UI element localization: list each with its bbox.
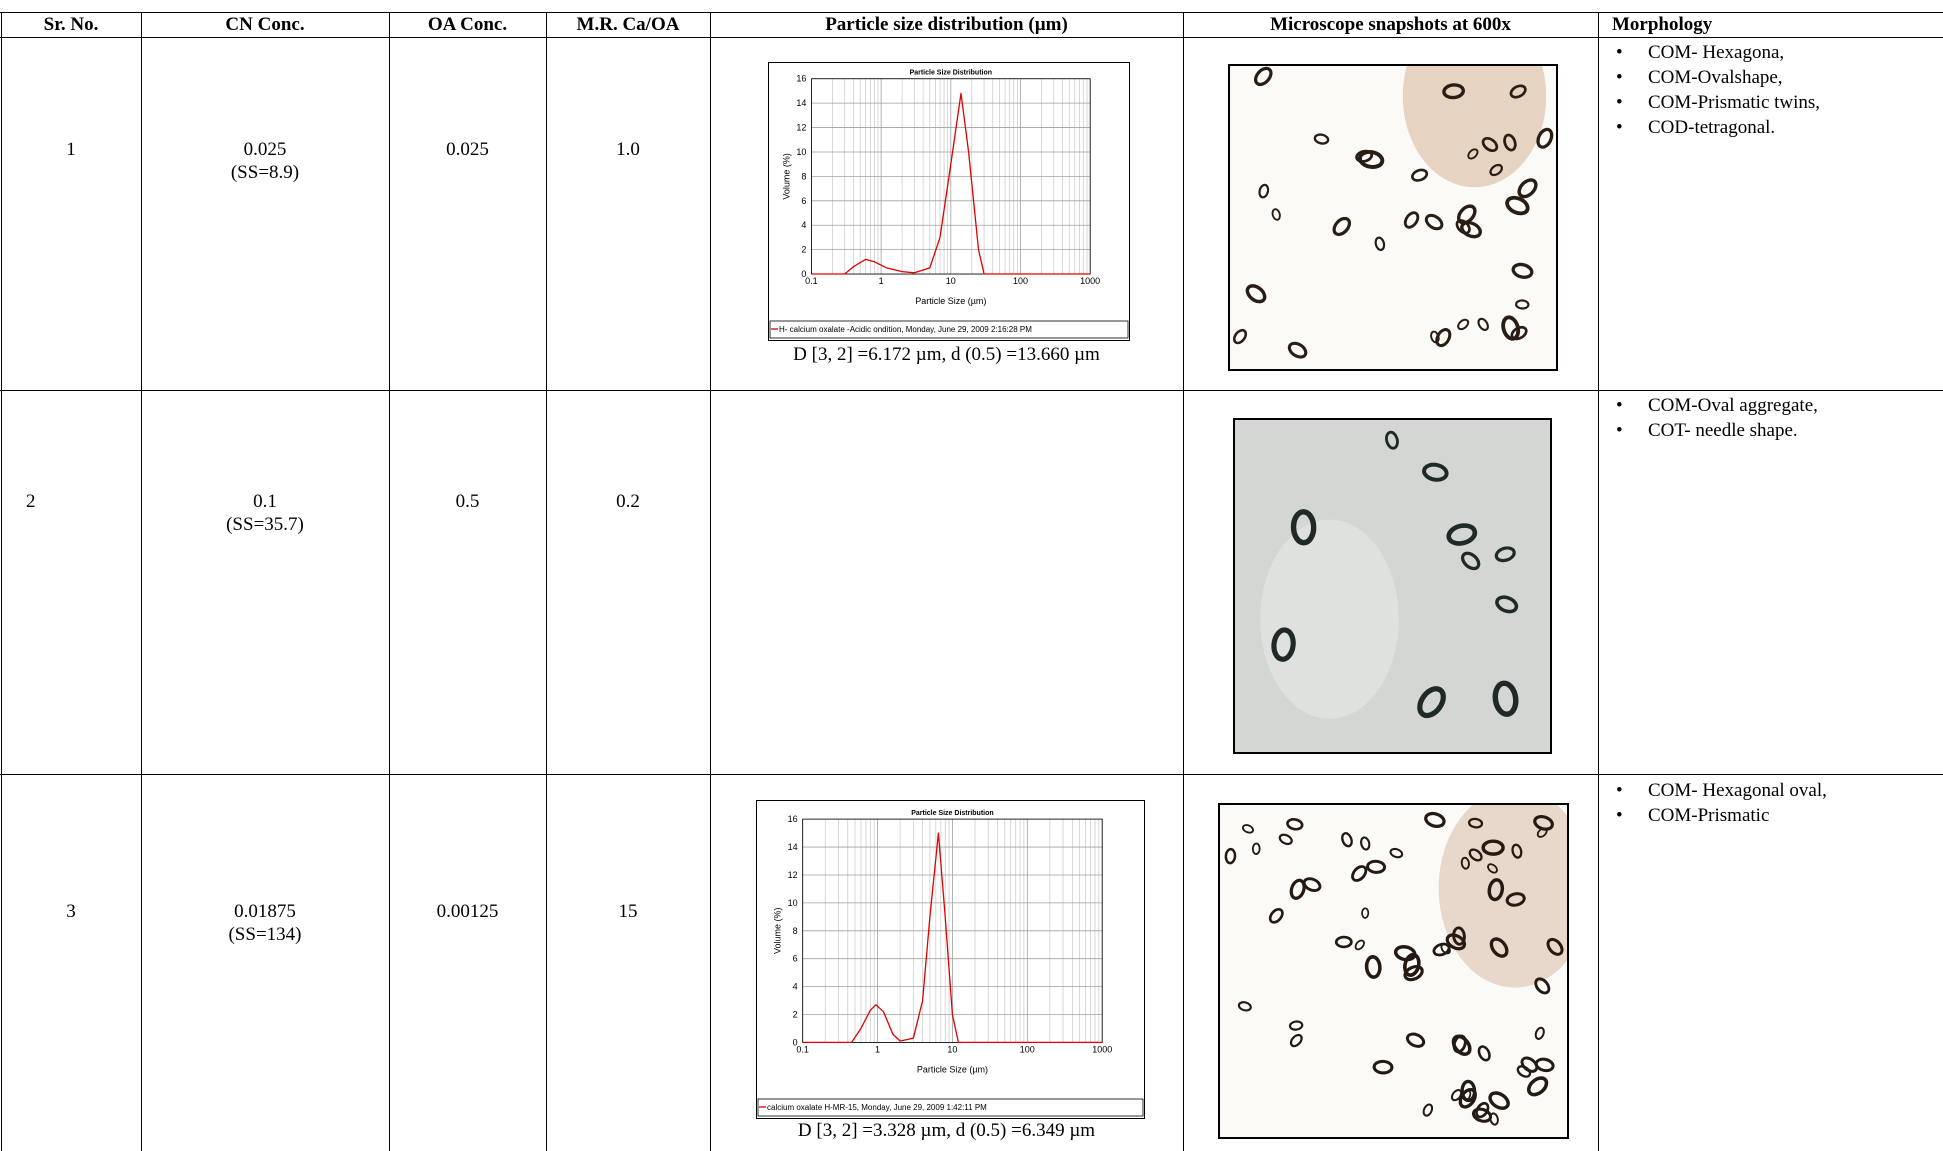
x-tick-label: 10 [947,1044,957,1054]
rule [710,12,711,1151]
y-tick-label: 2 [793,1010,798,1020]
morphology-item: COM- Hexagona, [1612,40,1820,65]
image-stain [1260,520,1399,719]
y-tick-label: 16 [796,74,806,84]
rule [546,12,547,1151]
y-tick-label: 14 [796,98,806,108]
morphology-list: COM- Hexagona, COM-Ovalshape, COM-Prisma… [1612,40,1820,140]
rule [0,390,1943,391]
psd-caption: D [3, 2] =6.172 µm, d (0.5) =13.660 µm [710,343,1183,366]
microscope-image [1218,803,1569,1139]
morphology-item: COT- needle shape. [1612,418,1818,443]
header: Sr. No. [1,13,141,36]
y-tick-label: 10 [788,898,798,908]
y-tick-label: 12 [788,870,798,880]
y-axis-label: Volume (%) [773,908,783,955]
mr: 15 [546,900,710,923]
rule [389,12,390,1151]
rule [1598,12,1599,1151]
ss-value: (SS=8.9) [231,162,299,183]
header: Morphology [1612,13,1712,36]
y-tick-label: 8 [793,926,798,936]
y-tick-label: 14 [788,842,798,852]
y-tick-label: 4 [793,982,798,992]
header: CN Conc. [141,13,389,36]
y-axis-label: Volume (%) [781,153,791,200]
ss-value: (SS=134) [228,924,301,945]
chart-title: Particle Size Distribution [911,810,993,817]
page: Sr. No. CN Conc. OA Conc. M.R. Ca/OA Par… [0,0,1943,1151]
sr-no: 1 [1,138,141,161]
y-tick-label: 12 [796,123,806,133]
oa-conc: 0.00125 [389,900,546,923]
morphology-item: COM-Prismatic twins, [1612,90,1820,115]
legend-label: calcium oxalate H-MR-15, Monday, June 29… [767,1103,987,1112]
header: Particle size distribution (µm) [710,13,1183,36]
x-tick-label: 100 [1013,276,1028,286]
mr: 0.2 [546,490,710,513]
morphology-item: COM-Prismatic [1612,803,1827,828]
microscope-image [1233,418,1552,754]
y-tick-label: 10 [796,147,806,157]
x-tick-label: 0.1 [805,276,818,286]
x-axis-label: Particle Size (µm) [917,1064,988,1074]
x-tick-label: 0.1 [796,1044,809,1054]
header: M.R. Ca/OA [546,13,710,36]
rule [1,12,2,1151]
sr-no: 3 [1,900,141,923]
y-tick-label: 6 [793,954,798,964]
morphology-item: COM-Ovalshape, [1612,65,1820,90]
cn-value: 0.01875 [234,901,296,922]
rule [1183,12,1184,1151]
y-tick-label: 0 [801,269,806,279]
x-axis-label: Particle Size (µm) [915,296,986,306]
header: Microscope snapshots at 600x [1183,13,1598,36]
morphology-item: COM- Hexagonal oval, [1612,778,1827,803]
mr: 1.0 [546,138,710,161]
morphology-item: COM-Oval aggregate, [1612,393,1818,418]
x-tick-label: 1000 [1080,276,1100,286]
sr-no: 2 [26,490,36,513]
cn-conc: 0.01875(SS=134) [141,900,389,946]
oa-conc: 0.5 [389,490,546,513]
morphology-item: COD-tetragonal. [1612,115,1820,140]
psd-chart: Particle Size Distribution 0.1 1 10 100 1000 0… [756,800,1145,1119]
y-tick-label: 0 [793,1037,798,1047]
rule [0,774,1943,775]
morphology-list: COM-Oval aggregate, COT- needle shape. [1612,393,1818,443]
oa-conc: 0.025 [389,138,546,161]
header: OA Conc. [389,13,546,36]
x-tick-label: 1 [875,1044,880,1054]
chart-title: Particle Size Distribution [910,70,992,77]
y-tick-label: 8 [801,171,806,181]
y-tick-label: 16 [788,814,798,824]
y-tick-label: 6 [801,196,806,206]
y-tick-label: 2 [801,245,806,255]
ss-value: (SS=35.7) [226,514,304,535]
psd-chart: Particle Size Distribution 0.1 1 10 100 1000 0… [768,62,1130,341]
cn-conc: 0.1(SS=35.7) [141,490,389,536]
legend-label: H- calcium oxalate -Acidic ondition, Mon… [779,325,1032,334]
cn-value: 0.1 [253,491,277,512]
x-tick-label: 1000 [1092,1044,1112,1054]
cn-conc: 0.025(SS=8.9) [141,138,389,184]
x-tick-label: 100 [1020,1044,1035,1054]
psd-caption: D [3, 2] =3.328 µm, d (0.5) =6.349 µm [710,1119,1183,1142]
microscope-image [1228,64,1558,371]
y-tick-label: 4 [801,220,806,230]
cn-value: 0.025 [244,139,287,160]
x-tick-label: 1 [879,276,884,286]
morphology-list: COM- Hexagonal oval, COM-Prismatic [1612,778,1827,828]
x-tick-label: 10 [946,276,956,286]
rule [0,37,1943,38]
